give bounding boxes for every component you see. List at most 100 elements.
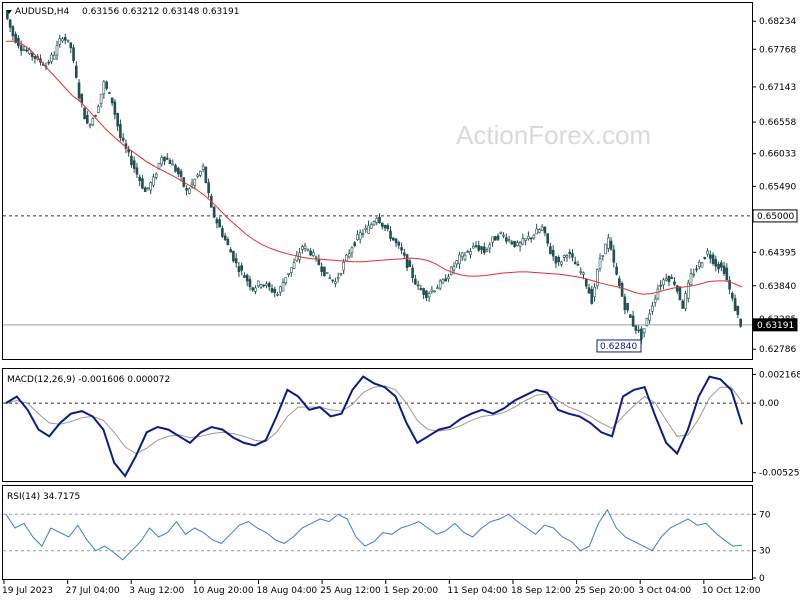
x-tick-label: 25 Aug 12:00 — [320, 586, 381, 596]
candle-body — [416, 284, 420, 287]
candle-body — [703, 257, 707, 260]
candle-body — [259, 284, 263, 288]
candle-body — [386, 225, 390, 229]
candle-body — [174, 165, 177, 172]
low-annotation-box — [596, 339, 642, 353]
candle-body — [130, 155, 133, 166]
candle-body — [449, 266, 453, 275]
candle-body — [491, 236, 494, 243]
candle-body — [554, 256, 558, 264]
candle-body — [436, 287, 439, 290]
candle-body — [700, 262, 704, 268]
candle-body — [375, 218, 379, 223]
candle-body — [232, 250, 235, 262]
candle-body — [587, 287, 591, 294]
candle-body — [193, 178, 197, 186]
candle-body — [163, 156, 166, 162]
candle-body — [243, 275, 246, 278]
candle-body — [664, 278, 668, 281]
candle-body — [482, 246, 486, 254]
candle-body — [488, 244, 492, 249]
x-tick-label: 1 Sep 20:00 — [384, 586, 439, 596]
candle-body — [485, 249, 489, 252]
candle-body — [254, 287, 257, 292]
candle-body — [179, 170, 183, 177]
candle-body — [711, 254, 715, 264]
candle-body — [717, 263, 720, 270]
candle-body — [154, 173, 158, 178]
candle-body — [339, 273, 343, 275]
candle-body — [331, 279, 334, 282]
candle-body — [347, 253, 351, 258]
candle-body — [361, 233, 365, 235]
candle-body — [582, 272, 585, 275]
candle-body — [684, 293, 687, 309]
candle-body — [113, 101, 117, 115]
candle-body — [623, 296, 627, 311]
candle-body — [168, 160, 172, 165]
candle-body — [662, 279, 665, 286]
candle-body — [480, 246, 483, 251]
macd-line — [5, 375, 743, 478]
candle-body — [433, 290, 436, 293]
candle-body — [637, 329, 640, 332]
candle-body — [584, 278, 588, 287]
candle-body — [427, 293, 431, 298]
candle-body — [573, 261, 577, 265]
candle-body — [441, 279, 445, 284]
candle-body — [226, 239, 230, 246]
candle-body — [505, 237, 508, 242]
candle-body — [540, 226, 544, 231]
candle-body — [532, 234, 536, 239]
candle-body — [207, 182, 210, 194]
candle-body — [312, 252, 315, 256]
level-badge — [752, 318, 798, 332]
candle-body — [521, 238, 525, 245]
candle-body — [430, 289, 434, 293]
y-tick-label: 0.66558 — [759, 118, 796, 128]
candle-body — [221, 227, 224, 237]
candle-body — [571, 253, 574, 258]
candle-body — [262, 284, 266, 287]
candle-body — [342, 261, 345, 271]
candle-body — [14, 33, 17, 43]
candle-body — [127, 149, 130, 153]
x-tick-label: 27 Jul 04:00 — [66, 586, 120, 596]
level-badge — [752, 209, 798, 223]
candle-body — [165, 157, 169, 160]
macd-signal-line — [5, 385, 743, 455]
candle-body — [97, 106, 100, 113]
rsi-title: RSI(14) 34.7175 — [7, 492, 80, 502]
candle-body — [281, 282, 285, 292]
candle-body — [557, 257, 560, 263]
candle-body — [47, 61, 51, 64]
candle-body — [237, 266, 241, 272]
candle-body — [474, 245, 478, 247]
candle-body — [50, 54, 53, 63]
x-tick-label: 19 Jul 2023 — [2, 586, 53, 596]
candle-body — [667, 275, 671, 282]
candle-body — [176, 167, 180, 175]
candle-body — [631, 315, 635, 327]
macd-y-tick-label: 0.00 — [759, 399, 779, 409]
rsi-y-tick-label: 70 — [759, 510, 771, 520]
candle-body — [248, 279, 252, 288]
candle-body — [493, 236, 497, 241]
candle-body — [549, 246, 552, 255]
candle-body — [692, 273, 696, 276]
candle-body — [708, 254, 712, 259]
candle-body — [380, 222, 384, 227]
candle-body — [615, 266, 618, 275]
candle-body — [678, 286, 682, 301]
candle-body — [529, 237, 533, 240]
candle-body — [408, 260, 412, 267]
candle-body — [77, 82, 81, 99]
candle-body — [466, 251, 470, 253]
candle-body — [215, 218, 219, 224]
candle-body — [309, 250, 312, 256]
candle-body — [292, 262, 296, 269]
candle-body — [336, 277, 340, 280]
candle-body — [518, 242, 522, 247]
candle-body — [383, 224, 387, 229]
candle-body — [143, 187, 147, 192]
